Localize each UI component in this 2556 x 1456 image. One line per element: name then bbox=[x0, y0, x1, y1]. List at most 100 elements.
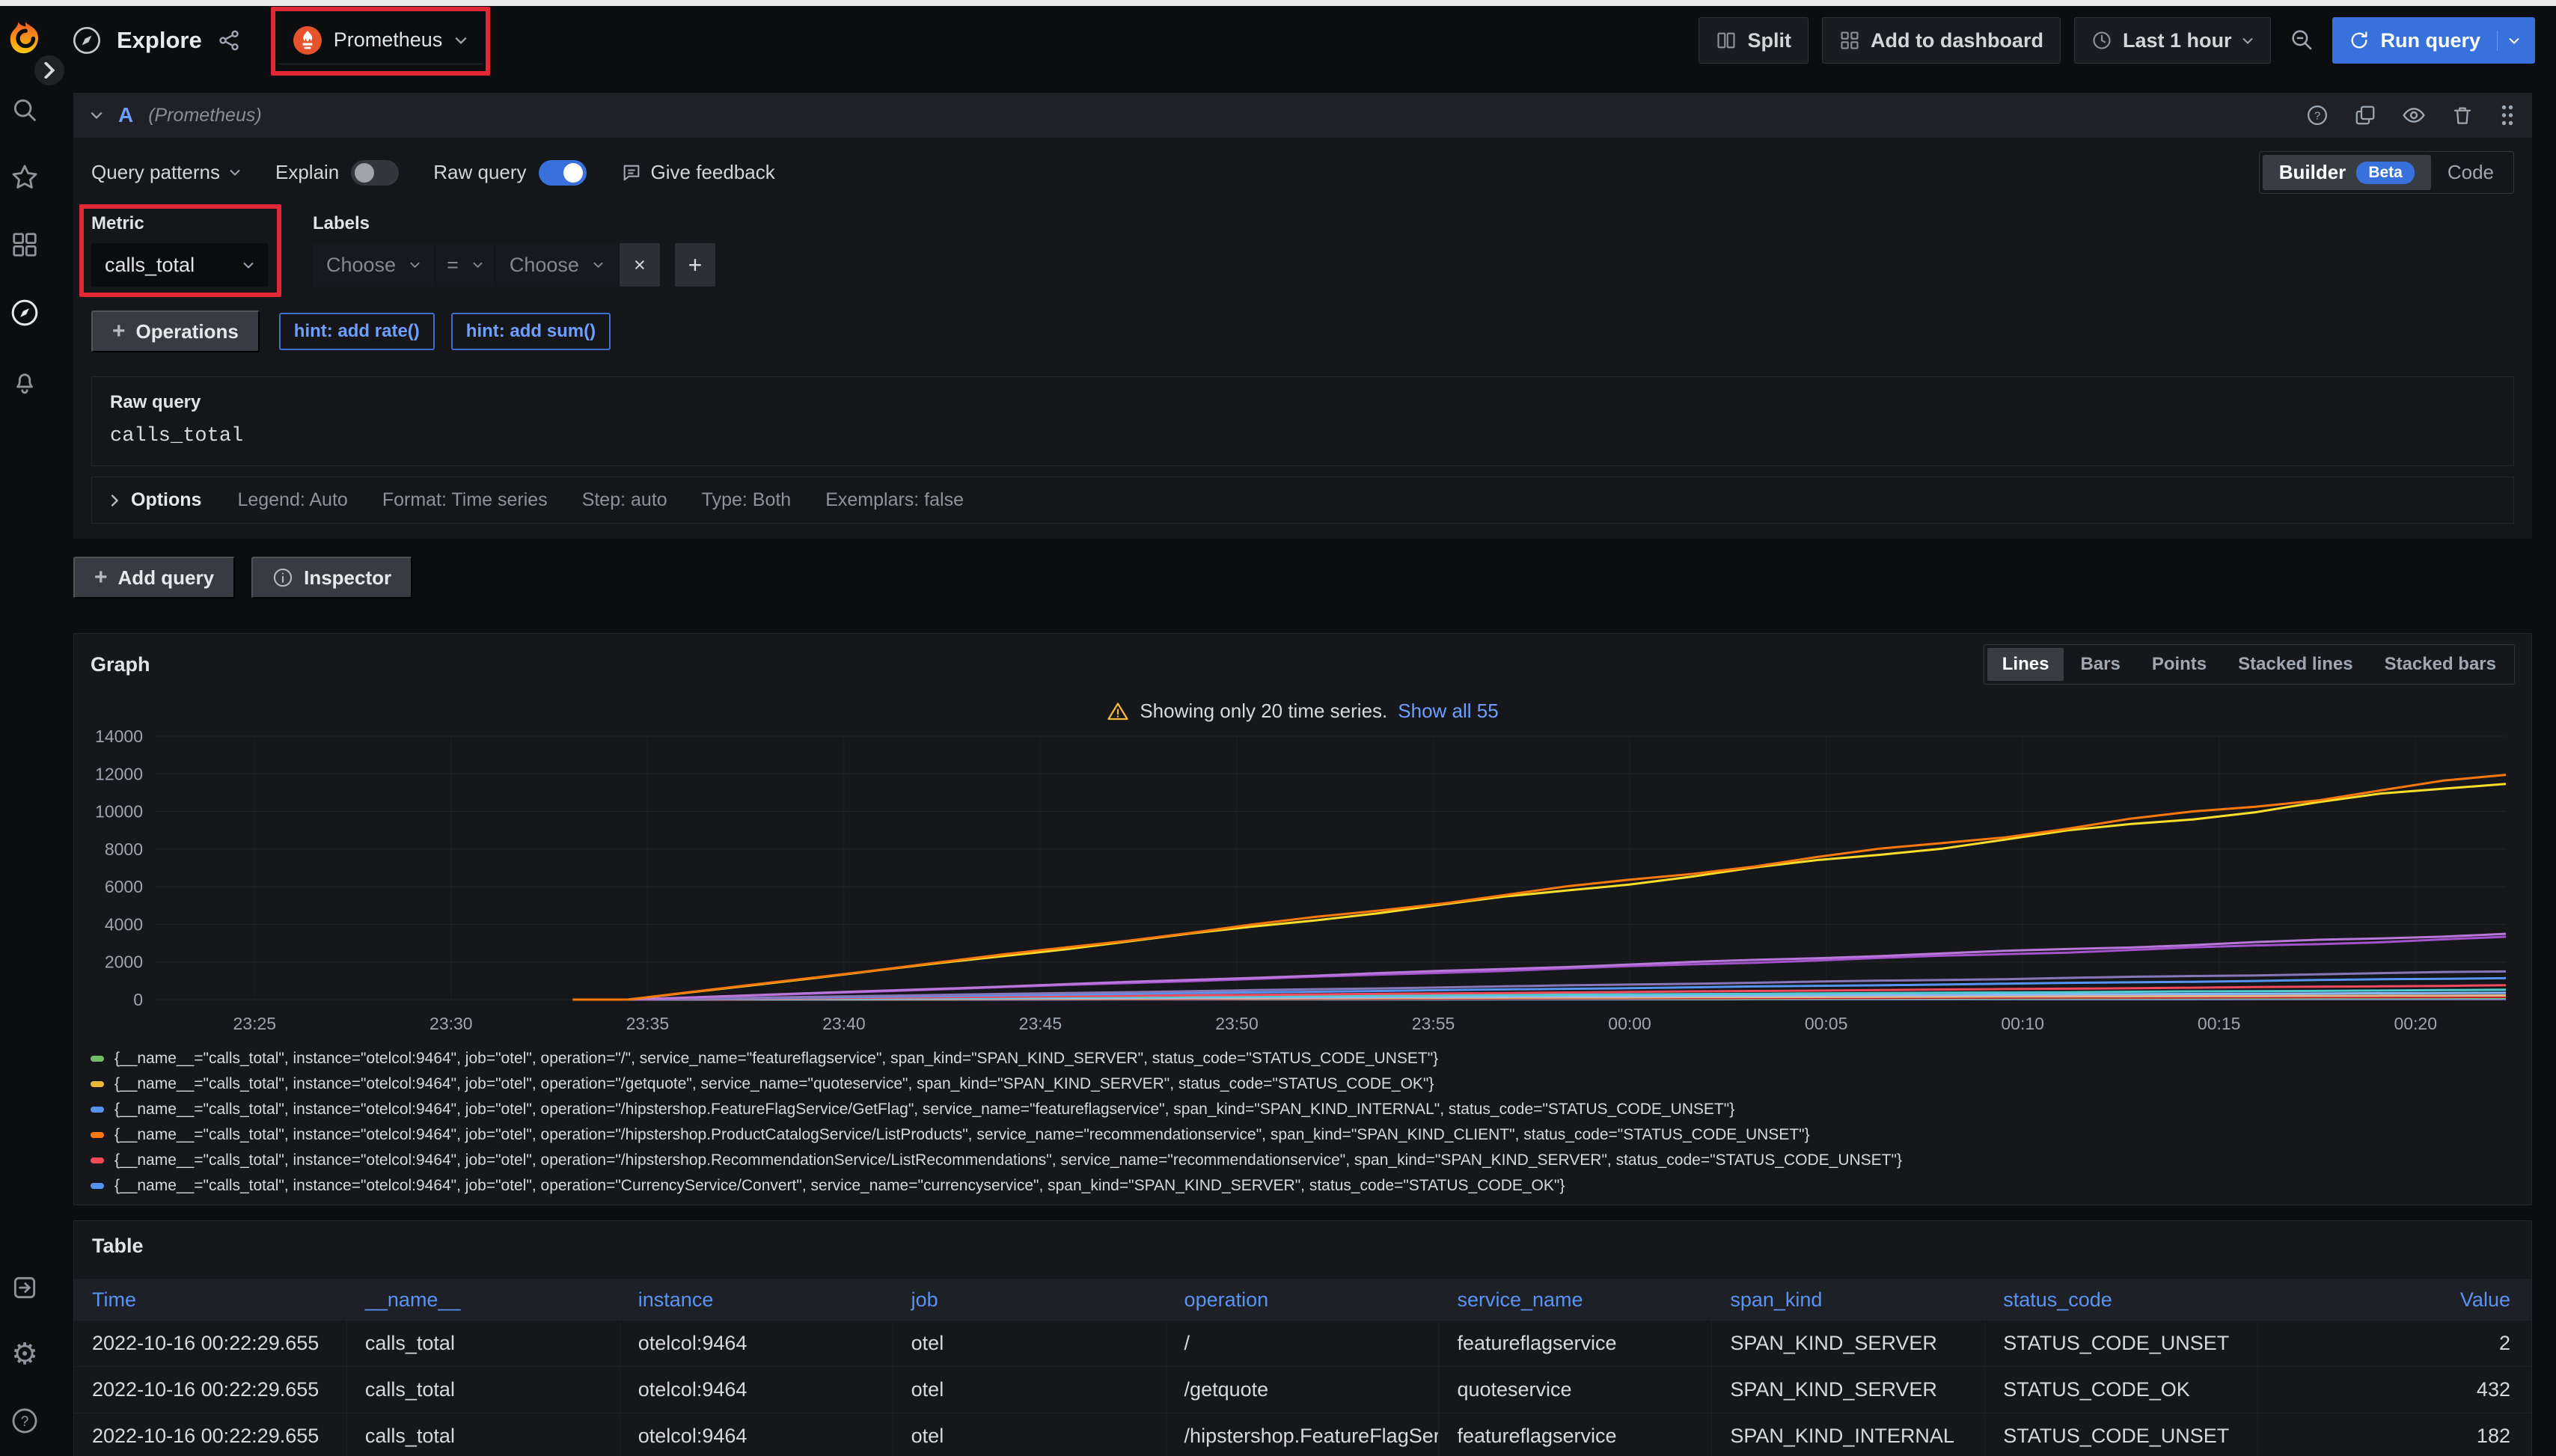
query-help-icon[interactable]: ? bbox=[2306, 104, 2329, 126]
column-header-spankind[interactable]: span_kind bbox=[1712, 1288, 1985, 1312]
label-value-select[interactable]: Choose bbox=[496, 243, 617, 287]
query-hint-button[interactable]: hint: add rate() bbox=[279, 313, 435, 350]
series-limit-warning: Showing only 20 time series. Show all 55 bbox=[91, 700, 2515, 723]
add-to-dashboard-button[interactable]: Add to dashboard bbox=[1822, 17, 2061, 64]
labels-field: Labels Choose = bbox=[313, 213, 715, 287]
column-header-name[interactable]: __name__ bbox=[347, 1288, 620, 1312]
time-series-chart[interactable]: 0200040006000800010000120001400023:2523:… bbox=[91, 723, 2515, 1040]
sidebar-expand-button[interactable] bbox=[34, 55, 64, 85]
run-query-button[interactable]: Run query bbox=[2332, 17, 2535, 64]
svg-text:23:25: 23:25 bbox=[233, 1014, 276, 1033]
legend-item[interactable]: {__name__="calls_total", instance="otelc… bbox=[91, 1148, 2515, 1173]
star-icon[interactable] bbox=[10, 163, 39, 192]
column-header-job[interactable]: job bbox=[893, 1288, 1167, 1312]
prometheus-logo-icon bbox=[293, 26, 322, 55]
graph-mode-lines[interactable]: Lines bbox=[1987, 648, 2064, 681]
remove-query-trash-icon[interactable] bbox=[2451, 104, 2474, 126]
split-button[interactable]: Split bbox=[1699, 17, 1809, 64]
alerting-bell-icon[interactable] bbox=[10, 367, 39, 395]
grafana-logo-icon[interactable] bbox=[7, 21, 43, 57]
drag-handle-icon[interactable] bbox=[2499, 104, 2516, 126]
warning-text: Showing only 20 time series. bbox=[1140, 700, 1387, 723]
share-icon[interactable] bbox=[217, 28, 241, 52]
graph-mode-stacked-lines[interactable]: Stacked lines bbox=[2223, 648, 2367, 681]
table-cell: 2022-10-16 00:22:29.655 bbox=[74, 1413, 347, 1456]
legend-item[interactable]: {__name__="calls_total", instance="otelc… bbox=[91, 1173, 2515, 1199]
browser-edge-strip bbox=[0, 0, 2556, 6]
legend-item[interactable] bbox=[91, 1199, 2515, 1205]
explain-toggle[interactable] bbox=[351, 160, 399, 186]
legend-item[interactable]: {__name__="calls_total", instance="otelc… bbox=[91, 1122, 2515, 1148]
legend-label: {__name__="calls_total", instance="otelc… bbox=[114, 1126, 1810, 1144]
add-label-filter-button[interactable]: + bbox=[675, 243, 715, 287]
table-cell: SPAN_KIND_SERVER bbox=[1712, 1321, 1985, 1366]
query-row-header[interactable]: A (Prometheus) ? bbox=[73, 93, 2532, 138]
datasource-picker[interactable]: Prometheus bbox=[278, 17, 483, 64]
graph-mode-points[interactable]: Points bbox=[2137, 648, 2222, 681]
column-header-servicename[interactable]: service_name bbox=[1439, 1288, 1712, 1312]
option-item: Legend: Auto bbox=[237, 489, 347, 511]
svg-text:23:50: 23:50 bbox=[1215, 1014, 1259, 1033]
graph-panel: Graph LinesBarsPointsStacked linesStacke… bbox=[73, 633, 2532, 1205]
show-all-series-link[interactable]: Show all 55 bbox=[1398, 700, 1498, 723]
page-title: Explore bbox=[117, 27, 202, 54]
option-item: Exemplars: false bbox=[825, 489, 964, 511]
explore-compass-icon[interactable] bbox=[10, 298, 40, 328]
column-header-statuscode[interactable]: status_code bbox=[1985, 1288, 2258, 1312]
code-mode-tab[interactable]: Code bbox=[2431, 155, 2510, 190]
column-header-operation[interactable]: operation bbox=[1167, 1288, 1440, 1312]
query-hint-button[interactable]: hint: add sum() bbox=[451, 313, 611, 350]
svg-text:14000: 14000 bbox=[95, 727, 143, 746]
duplicate-query-icon[interactable] bbox=[2354, 104, 2376, 126]
add-query-button[interactable]: + Add query bbox=[73, 557, 235, 599]
column-header-Value[interactable]: Value bbox=[2258, 1288, 2531, 1312]
dashboards-icon[interactable] bbox=[10, 230, 39, 259]
split-icon bbox=[1716, 30, 1737, 51]
options-toggle[interactable]: Options bbox=[110, 489, 201, 511]
option-item: Type: Both bbox=[702, 489, 792, 511]
table-row[interactable]: 2022-10-16 00:22:29.655calls_totalotelco… bbox=[74, 1321, 2531, 1367]
svg-text:00:00: 00:00 bbox=[1608, 1014, 1651, 1033]
legend-item[interactable]: {__name__="calls_total", instance="otelc… bbox=[91, 1046, 2515, 1071]
column-header-Time[interactable]: Time bbox=[74, 1288, 347, 1312]
label-operator-select[interactable]: = bbox=[436, 243, 494, 287]
options-row: Options Legend: AutoFormat: Time seriesS… bbox=[91, 477, 2514, 524]
metric-select[interactable]: calls_total bbox=[91, 243, 268, 287]
run-query-dropdown[interactable] bbox=[2497, 31, 2529, 51]
legend-item[interactable]: {__name__="calls_total", instance="otelc… bbox=[91, 1097, 2515, 1122]
table-cell: /getquote bbox=[1167, 1367, 1440, 1413]
time-range-picker[interactable]: Last 1 hour bbox=[2074, 17, 2272, 64]
table-cell: otelcol:9464 bbox=[620, 1413, 893, 1456]
graph-mode-stacked-bars[interactable]: Stacked bars bbox=[2370, 648, 2511, 681]
inspector-button[interactable]: Inspector bbox=[251, 557, 412, 599]
table-row[interactable]: 2022-10-16 00:22:29.655calls_totalotelco… bbox=[74, 1413, 2531, 1456]
search-icon[interactable] bbox=[10, 96, 39, 124]
graph-mode-switcher: LinesBarsPointsStacked linesStacked bars bbox=[1984, 644, 2515, 685]
legend-label: {__name__="calls_total", instance="otelc… bbox=[114, 1050, 1438, 1068]
table-row[interactable]: 2022-10-16 00:22:29.655calls_totalotelco… bbox=[74, 1367, 2531, 1413]
remove-label-filter-button[interactable]: × bbox=[620, 243, 660, 287]
sign-in-icon[interactable] bbox=[10, 1273, 39, 1302]
query-patterns-dropdown[interactable]: Query patterns bbox=[91, 161, 241, 184]
results-table: Time__name__instancejoboperationservice_… bbox=[74, 1279, 2531, 1456]
legend-item[interactable]: {__name__="calls_total", instance="otelc… bbox=[91, 1071, 2515, 1097]
raw-query-panel: Raw query calls_total bbox=[91, 376, 2514, 466]
hide-query-eye-icon[interactable] bbox=[2402, 103, 2426, 127]
option-item: Format: Time series bbox=[382, 489, 548, 511]
svg-text:23:55: 23:55 bbox=[1412, 1014, 1455, 1033]
column-header-instance[interactable]: instance bbox=[620, 1288, 893, 1312]
query-ref-id: A bbox=[118, 103, 133, 127]
graph-mode-bars[interactable]: Bars bbox=[2065, 648, 2135, 681]
collapse-chevron-icon[interactable] bbox=[90, 111, 103, 120]
raw-query-toggle[interactable] bbox=[539, 160, 587, 186]
operations-label: Operations bbox=[136, 320, 239, 343]
operations-button[interactable]: + Operations bbox=[91, 311, 260, 352]
help-icon[interactable]: ? bbox=[10, 1407, 39, 1435]
settings-gear-icon[interactable]: ⚙ bbox=[11, 1339, 38, 1369]
table-cell: otel bbox=[893, 1367, 1167, 1413]
give-feedback-button[interactable]: Give feedback bbox=[621, 161, 775, 184]
zoom-out-button[interactable] bbox=[2284, 27, 2319, 55]
label-key-select[interactable]: Choose bbox=[313, 243, 434, 287]
table-cell: / bbox=[1167, 1321, 1440, 1366]
builder-mode-tab[interactable]: Builder Beta bbox=[2263, 155, 2431, 190]
